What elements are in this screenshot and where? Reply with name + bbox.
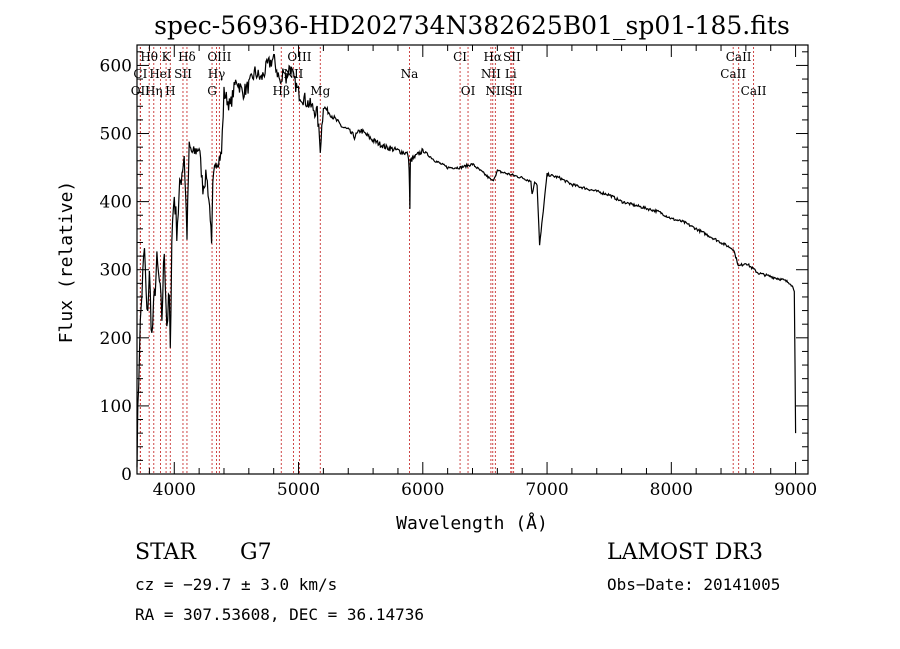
line-marker-label: NII <box>481 67 501 81</box>
subclass-label: G7 <box>240 540 272 565</box>
line-marker-label: CaII <box>720 67 746 81</box>
line-marker-label: CI <box>453 50 467 64</box>
x-tick-label: 7000 <box>525 480 568 500</box>
x-tick-label: 9000 <box>774 480 817 500</box>
x-tick-label: 4000 <box>153 480 196 500</box>
line-marker-label: CaII <box>741 84 767 98</box>
spectrum-series-line <box>136 53 797 468</box>
y-tick-label: 100 <box>100 397 132 417</box>
y-tick-label: 600 <box>100 56 132 76</box>
line-marker-label: OI <box>461 84 476 98</box>
line-marker-label: Na <box>401 67 419 81</box>
line-marker-label: Hβ <box>273 84 290 98</box>
line-marker-label: OII <box>131 84 151 98</box>
x-tick-label: 8000 <box>650 480 693 500</box>
x-tick-label: 5000 <box>277 480 320 500</box>
y-tick-label: 500 <box>100 125 132 145</box>
line-marker-label: SII <box>503 50 521 64</box>
line-marker-label: SII <box>505 84 523 98</box>
y-tick-label: 200 <box>100 329 132 349</box>
line-marker-label: Li <box>505 67 517 81</box>
line-marker-label: NII <box>485 84 505 98</box>
line-marker-label: K <box>162 50 172 64</box>
line-marker-label: OIII <box>287 50 311 64</box>
x-axis-label: Wavelength (Å) <box>396 512 548 534</box>
line-marker-label: Mg <box>310 84 330 98</box>
line-marker-label: Hγ <box>208 67 226 81</box>
plot-frame <box>136 44 809 475</box>
redshift-label: cz = −29.7 ± 3.0 km/s <box>135 575 337 594</box>
x-axis-ticks: 4000 5000 6000 7000 8000 9000 <box>148 45 817 500</box>
line-marker-label: CaII <box>726 50 752 64</box>
line-marker-label: Hθ <box>140 50 158 64</box>
line-marker-label: G <box>207 84 217 98</box>
line-marker-label: H <box>165 84 175 98</box>
line-marker-label: Hη <box>145 84 163 98</box>
line-marker-label: HeI <box>149 67 172 81</box>
survey-label: LAMOST DR3 <box>607 540 763 565</box>
line-marker-label: OIII <box>207 50 231 64</box>
y-tick-label: 400 <box>100 193 132 213</box>
chart-title: spec-56936-HD202734N382625B01_sp01-185.f… <box>154 11 790 40</box>
emission-line-markers <box>139 47 755 474</box>
y-tick-label: 0 <box>121 465 132 485</box>
obs-date-label: Obs−Date: 20141005 <box>607 575 780 594</box>
object-class-label: STAR <box>135 540 197 565</box>
y-tick-label: 300 <box>100 261 132 281</box>
line-marker-label: Hδ <box>178 50 196 64</box>
y-axis-ticks: 0 100 200 300 400 500 600 <box>100 51 808 485</box>
coordinates-label: RA = 307.53608, DEC = 36.14736 <box>135 605 424 624</box>
x-tick-label: 6000 <box>401 480 444 500</box>
line-marker-label: Hα <box>483 50 502 64</box>
y-axis-label: Flux (relative) <box>56 181 77 344</box>
line-marker-label: SII <box>174 67 192 81</box>
